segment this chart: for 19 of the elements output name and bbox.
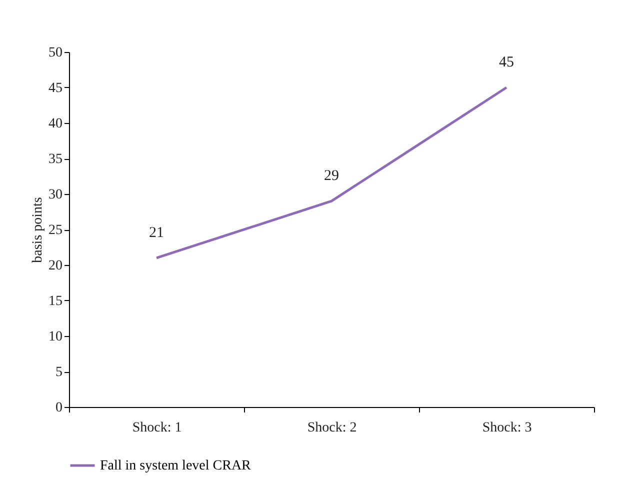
x-tick-label: Shock: 3 xyxy=(482,420,532,436)
y-tick-label: 35 xyxy=(48,152,62,167)
data-label: 45 xyxy=(499,54,514,70)
y-tick-label: 0 xyxy=(56,400,62,416)
y-tick-label: 30 xyxy=(48,188,62,202)
x-tick-label: Shock: 2 xyxy=(307,420,357,436)
data-label: 21 xyxy=(149,224,164,241)
x-tick-label: Shock: 1 xyxy=(132,420,182,436)
y-tick-label: 5 xyxy=(56,365,62,380)
y-tick-label: 20 xyxy=(48,258,62,274)
y-axis-title: basis points xyxy=(30,197,46,263)
data-label: 29 xyxy=(324,168,339,184)
y-tick-label: 15 xyxy=(48,294,62,309)
y-tick-label: 10 xyxy=(48,330,62,344)
y-tick-label: 50 xyxy=(48,46,62,60)
y-tick-label: 25 xyxy=(48,223,62,238)
legend-label: Fall in system level CRAR xyxy=(100,458,252,474)
y-tick-label: 45 xyxy=(48,81,62,96)
y-tick-label: 40 xyxy=(48,116,62,132)
